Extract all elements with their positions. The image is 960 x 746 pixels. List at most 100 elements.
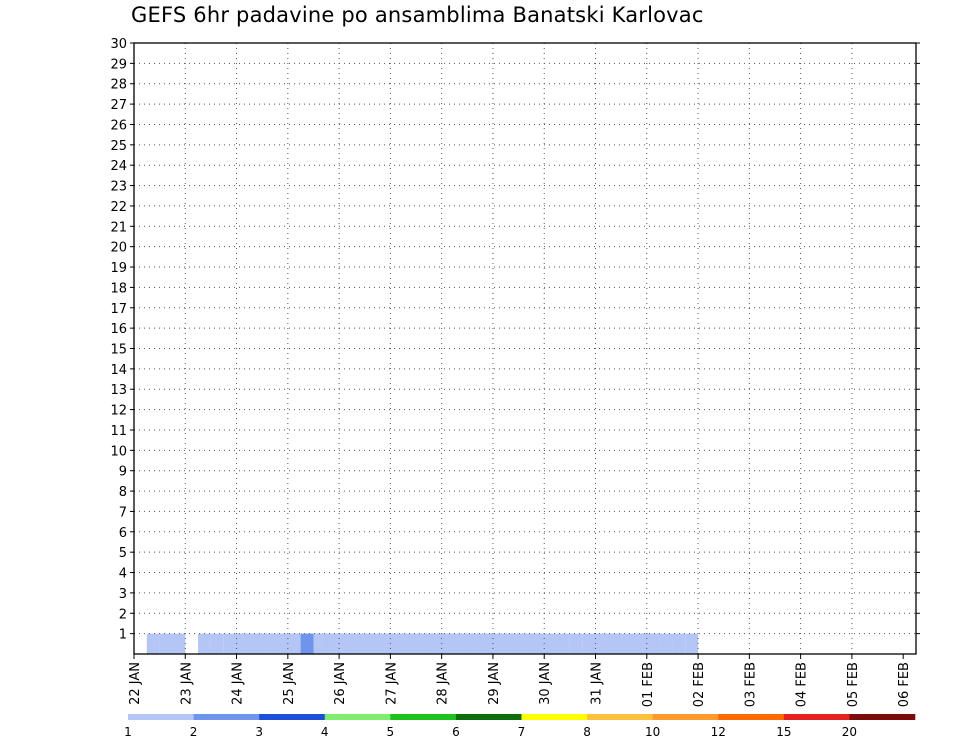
y-tick-label: 23	[110, 180, 127, 195]
y-tick-label: 14	[110, 363, 127, 378]
y-tick-label: 30	[110, 37, 127, 52]
y-tick-label: 9	[119, 465, 127, 480]
legend-swatch	[783, 714, 850, 720]
heat-cell	[672, 633, 686, 654]
y-tick-label: 28	[110, 78, 127, 93]
heat-cell	[416, 633, 429, 654]
heat-cell	[236, 633, 250, 654]
y-tick-label: 26	[110, 118, 127, 133]
heat-cell	[492, 633, 506, 654]
heat-cell	[377, 633, 391, 654]
legend-label: 20	[842, 725, 857, 739]
x-tick-label: 29 JAN	[487, 662, 502, 705]
x-tick-label: 06 FEB	[897, 662, 912, 707]
heat-cell	[633, 633, 647, 654]
heat-cell	[441, 633, 455, 654]
x-tick-label: 01 FEB	[641, 662, 656, 707]
y-tick-label: 21	[110, 220, 127, 235]
x-tick-label: 05 FEB	[846, 662, 861, 707]
legend-swatch	[193, 714, 260, 720]
legend-label: 15	[776, 725, 791, 739]
legend-swatch	[128, 714, 194, 720]
heat-cell	[621, 633, 634, 654]
heat-cell	[351, 633, 365, 654]
x-tick-label: 27 JAN	[384, 662, 399, 705]
heat-cell	[518, 633, 532, 654]
heat-cell	[172, 633, 186, 654]
y-tick-label: 27	[110, 98, 127, 113]
heat-cell	[287, 633, 301, 654]
heat-cell	[390, 633, 404, 654]
heat-cell	[646, 633, 660, 654]
y-tick-label: 8	[119, 485, 127, 500]
heat-cell	[249, 633, 263, 654]
legend-swatch	[718, 714, 785, 720]
y-tick-label: 3	[119, 587, 127, 602]
x-tick-label: 26 JAN	[333, 662, 348, 705]
y-tick-label: 16	[110, 322, 127, 337]
heat-cell	[505, 633, 519, 654]
y-tick-label: 18	[110, 281, 127, 296]
y-tick-label: 17	[110, 302, 127, 317]
legend-swatch	[521, 714, 588, 720]
legend-label: 6	[452, 725, 460, 739]
y-tick-label: 6	[119, 526, 127, 541]
legend-swatch	[390, 714, 457, 720]
chart-title: GEFS 6hr padavine po ansamblima Banatski…	[131, 3, 704, 27]
heat-cell	[159, 633, 173, 654]
y-tick-label: 13	[110, 383, 127, 398]
y-tick-label: 24	[110, 159, 127, 174]
legend-label: 10	[645, 725, 660, 739]
heat-cell	[544, 633, 558, 654]
heat-cell	[685, 633, 699, 654]
legend-label: 12	[711, 725, 726, 739]
x-tick-label: 30 JAN	[538, 662, 553, 705]
y-tick-label: 5	[119, 546, 127, 561]
heat-cell	[223, 633, 237, 654]
heat-cell	[454, 633, 468, 654]
heat-cell	[275, 633, 288, 654]
heat-cell	[428, 633, 442, 654]
legend-label: 2	[190, 725, 198, 739]
x-tick-label: 03 FEB	[743, 662, 758, 707]
x-tick-label: 31 JAN	[590, 662, 605, 705]
legend-swatch	[849, 714, 916, 720]
heat-cell	[403, 633, 417, 654]
heat-cell	[569, 633, 583, 654]
y-tick-label: 1	[119, 628, 127, 643]
heat-cell	[659, 633, 673, 654]
y-tick-label: 2	[119, 607, 127, 622]
y-tick-label: 4	[119, 567, 127, 582]
heat-cell	[557, 633, 570, 654]
heat-cell	[480, 633, 493, 654]
heat-cell	[326, 633, 340, 654]
y-tick-label: 7	[119, 505, 127, 520]
legend-label: 5	[387, 725, 395, 739]
x-tick-label: 25 JAN	[282, 662, 297, 705]
legend-label: 3	[255, 725, 263, 739]
x-tick-label: 22 JAN	[128, 662, 143, 705]
y-tick-label: 12	[110, 404, 127, 419]
legend-label: 7	[518, 725, 526, 739]
heat-cell	[339, 633, 352, 654]
x-tick-label: 04 FEB	[795, 662, 810, 707]
heat-cell	[210, 633, 224, 654]
legend-swatch	[652, 714, 719, 720]
y-tick-label: 19	[110, 261, 127, 276]
heat-cell	[198, 633, 211, 654]
heat-cell	[595, 633, 609, 654]
legend-swatch	[259, 714, 326, 720]
y-tick-label: 15	[110, 343, 127, 358]
y-tick-label: 25	[110, 139, 127, 154]
heat-cell	[300, 633, 314, 654]
y-tick-label: 22	[110, 200, 127, 215]
heat-cell	[467, 633, 481, 654]
legend-swatch	[587, 714, 653, 720]
legend-swatch	[455, 714, 522, 720]
heat-cell	[582, 633, 596, 654]
legend-label: 1	[124, 725, 132, 739]
heat-cell	[262, 633, 276, 654]
heat-cell	[608, 633, 622, 654]
